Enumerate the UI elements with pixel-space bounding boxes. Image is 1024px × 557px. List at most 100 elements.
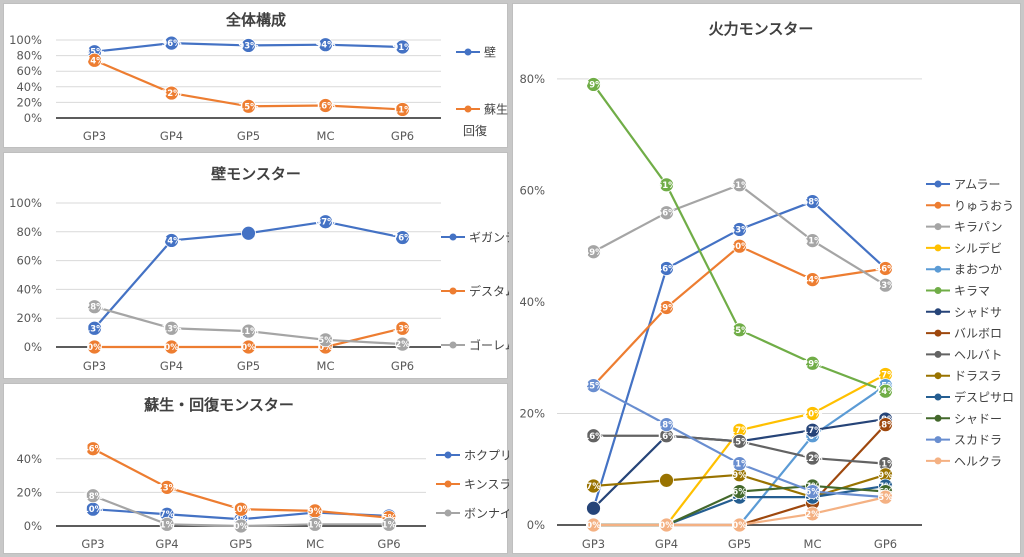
data-label: 2%	[395, 340, 410, 350]
data-point	[87, 299, 102, 315]
legend-label: ホクプリ	[464, 449, 509, 463]
data-label: 23%	[157, 483, 178, 493]
data-point	[659, 177, 674, 193]
data-label: 32%	[161, 89, 182, 99]
y-tick-label: 40%	[519, 295, 545, 309]
data-point	[318, 37, 333, 53]
data-label: 0%	[234, 522, 249, 532]
data-label: 87%	[315, 218, 336, 228]
data-label: 56%	[656, 209, 677, 219]
data-point	[233, 518, 249, 534]
legend-marker	[449, 287, 457, 295]
data-label: 17%	[802, 426, 823, 436]
y-tick-label: 40%	[16, 282, 42, 296]
chart-title: 全体構成	[225, 11, 286, 29]
x-tick-label: GP5	[229, 537, 252, 551]
data-label: 20%	[802, 409, 823, 419]
data-label: 51%	[802, 237, 823, 247]
x-tick-label: GP3	[83, 359, 106, 373]
data-point	[395, 336, 410, 352]
data-label: 17%	[729, 426, 750, 436]
data-point	[586, 517, 601, 533]
legend-marker	[934, 436, 942, 444]
y-tick-label: 80%	[519, 72, 545, 86]
data-label: 0%	[241, 343, 256, 353]
data-label: 1%	[160, 520, 175, 530]
data-point	[659, 261, 674, 276]
data-point	[395, 39, 410, 55]
data-label: 11%	[238, 327, 259, 337]
data-point	[318, 214, 333, 230]
data-point	[732, 517, 747, 533]
x-tick-label: GP3	[582, 537, 605, 551]
data-label: 43%	[875, 281, 896, 291]
data-point	[659, 517, 674, 533]
y-tick-label: 20%	[16, 311, 42, 325]
chart-panel-attack: 火力モンスター0%20%40%60%80%GP3GP4GP5MCGP63%46%…	[512, 3, 1021, 554]
data-label: 1%	[308, 520, 323, 530]
data-label: 96%	[161, 39, 182, 49]
data-label: 11%	[729, 460, 750, 470]
data-point	[241, 339, 256, 355]
data-point	[318, 332, 333, 348]
data-label: 13%	[161, 324, 182, 334]
legend-label: スカドラ	[954, 433, 1002, 447]
data-point	[732, 456, 747, 472]
data-label: 91%	[392, 43, 413, 53]
legend-marker	[934, 201, 942, 209]
data-point	[732, 322, 747, 338]
data-point	[87, 320, 102, 336]
x-tick-label: GP6	[377, 537, 400, 551]
legend-label: シルデビ	[954, 240, 1002, 255]
x-tick-label: MC	[804, 537, 822, 551]
data-label: 46%	[875, 264, 896, 274]
data-point	[586, 244, 601, 260]
legend-extra-label: 回復	[463, 123, 487, 138]
data-label: 44%	[802, 276, 823, 286]
data-point	[659, 472, 674, 488]
data-label: 0%	[164, 343, 179, 353]
data-point	[318, 98, 333, 113]
data-label: 6%	[732, 488, 747, 498]
data-label: 15%	[729, 437, 750, 447]
legend-label: デスピサロ	[954, 390, 1014, 405]
x-tick-label: GP5	[237, 129, 260, 143]
y-tick-label: 60%	[16, 64, 42, 78]
data-label: 5%	[318, 336, 333, 346]
data-label: 58%	[802, 198, 823, 208]
legend-label: キラパン	[954, 220, 1002, 234]
data-label: 94%	[315, 41, 336, 51]
legend-marker	[444, 480, 452, 488]
data-point	[159, 516, 175, 532]
data-point	[85, 488, 101, 504]
data-point	[241, 225, 256, 241]
x-tick-label: GP5	[237, 359, 260, 373]
data-point	[586, 428, 601, 444]
data-point	[878, 383, 893, 399]
data-point	[241, 323, 256, 339]
y-tick-label: 60%	[519, 183, 545, 197]
data-point	[395, 320, 410, 336]
data-label: 0%	[586, 521, 601, 531]
data-label: 61%	[656, 181, 677, 191]
x-tick-label: GP4	[160, 359, 183, 373]
legend-marker	[934, 265, 942, 273]
data-point	[805, 355, 820, 371]
legend-marker	[934, 180, 942, 188]
legend-marker	[444, 509, 452, 517]
data-point	[805, 272, 820, 288]
data-label: 9%	[732, 471, 747, 481]
data-label: 9%	[308, 507, 323, 517]
data-point	[164, 35, 179, 51]
data-point	[87, 339, 102, 355]
data-label: 46%	[656, 264, 677, 274]
data-label: 61%	[729, 181, 750, 191]
legend-label: アムラー	[954, 178, 1001, 192]
chart-panel-revive: 蘇生・回復モンスター0%20%40%GP3GP4GP5MCGP610%7%4%8…	[3, 383, 509, 554]
y-tick-label: 40%	[16, 80, 42, 94]
data-point	[164, 339, 179, 355]
data-label: 46%	[83, 445, 104, 455]
legend-label: シャドー	[954, 412, 1002, 426]
data-label: 28%	[84, 303, 105, 313]
y-tick-label: 0%	[24, 340, 42, 354]
